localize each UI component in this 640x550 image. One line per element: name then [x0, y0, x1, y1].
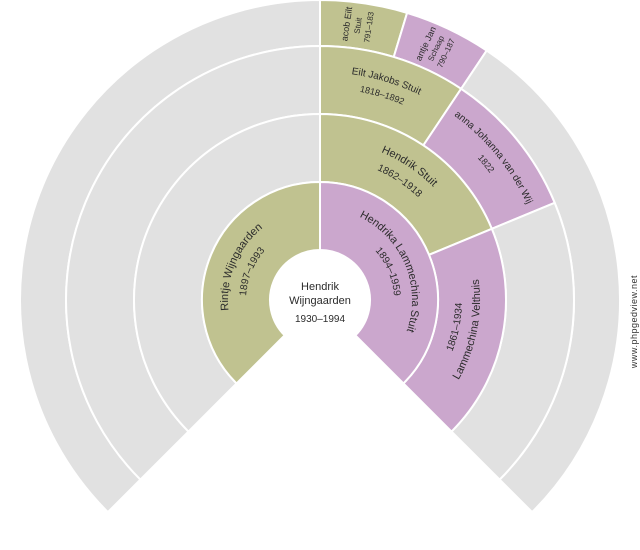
center-name: 1930–1994 [295, 314, 345, 325]
fan-chart: HendrikWijngaarden1930–1994Rintje Wijnga… [0, 0, 640, 550]
center-name: Wijngaarden [289, 295, 351, 307]
watermark-text: www.phpgedview.net [629, 275, 639, 368]
center-name: Hendrik [301, 281, 339, 293]
